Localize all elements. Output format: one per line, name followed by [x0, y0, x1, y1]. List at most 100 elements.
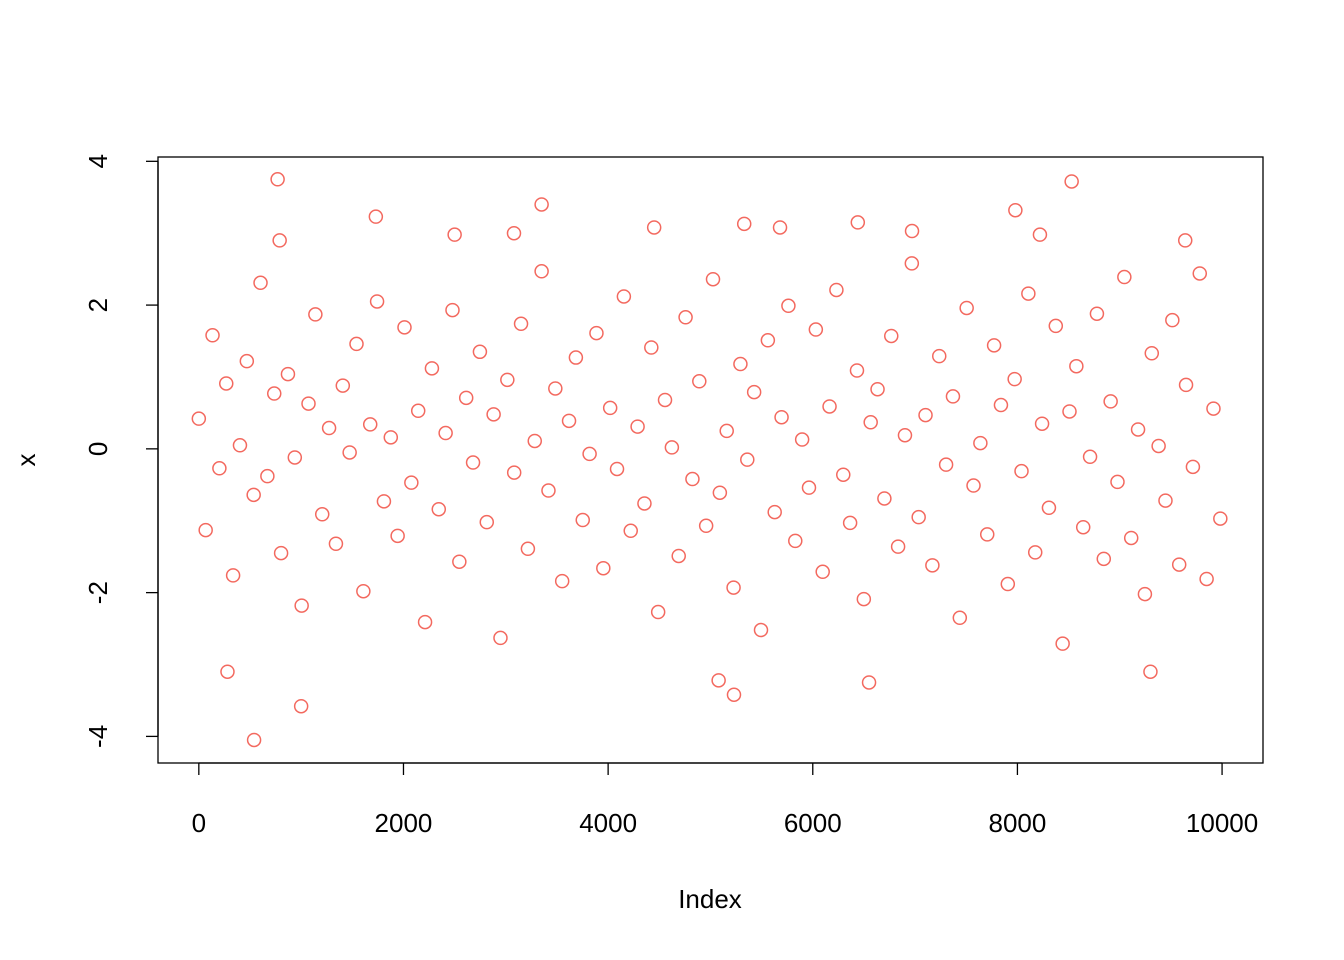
point	[1130, 422, 1146, 437]
point	[671, 548, 686, 564]
point	[445, 302, 460, 318]
point	[308, 307, 323, 322]
point	[856, 591, 872, 607]
point	[266, 386, 282, 401]
point	[966, 478, 981, 493]
point	[781, 298, 796, 314]
point	[952, 610, 968, 626]
x-tick-label: 4000	[579, 808, 637, 838]
point	[486, 407, 501, 422]
point	[513, 316, 529, 332]
point	[925, 558, 940, 573]
point	[1032, 227, 1048, 242]
point	[1110, 474, 1125, 490]
plot-frame	[157, 156, 1264, 764]
point	[239, 353, 255, 369]
y-tick-label: -4	[83, 725, 113, 748]
point	[861, 675, 877, 690]
point	[767, 504, 782, 520]
point	[376, 494, 392, 509]
point	[986, 338, 1002, 353]
point	[794, 432, 810, 447]
point	[931, 348, 947, 364]
point	[314, 507, 330, 522]
point	[225, 568, 241, 583]
point	[973, 435, 988, 451]
point	[568, 350, 584, 365]
point	[726, 687, 742, 702]
point	[342, 445, 357, 460]
point	[417, 614, 433, 630]
point	[726, 580, 741, 595]
point	[1048, 318, 1064, 334]
x-tick-label: 6000	[784, 808, 842, 838]
point	[904, 223, 920, 239]
point	[1027, 545, 1043, 560]
point	[328, 536, 344, 551]
point	[272, 233, 287, 248]
point	[772, 220, 788, 235]
point	[500, 372, 515, 388]
point	[1213, 511, 1228, 526]
point	[253, 275, 268, 291]
point	[1062, 404, 1077, 419]
point	[287, 450, 303, 465]
point	[198, 522, 213, 538]
point	[362, 417, 378, 432]
point	[368, 209, 384, 224]
point	[410, 403, 426, 419]
point	[431, 501, 447, 517]
point	[1171, 557, 1187, 572]
point	[602, 400, 618, 416]
point	[472, 344, 488, 360]
point	[753, 622, 769, 638]
point	[506, 225, 522, 241]
point	[822, 399, 837, 414]
point	[246, 732, 262, 748]
point	[349, 336, 364, 352]
point	[1064, 174, 1079, 189]
point	[1165, 312, 1180, 328]
point	[719, 423, 734, 439]
x-axis-title: Index	[678, 884, 742, 914]
point	[548, 381, 563, 396]
point	[205, 328, 220, 343]
point	[774, 409, 789, 425]
y-tick-label: 4	[83, 154, 113, 168]
point	[623, 523, 638, 539]
point	[527, 433, 543, 449]
point	[849, 363, 865, 378]
point	[561, 413, 577, 429]
point	[424, 361, 440, 376]
point	[1041, 500, 1057, 516]
point	[760, 333, 776, 348]
point	[280, 366, 296, 382]
point	[1177, 233, 1193, 248]
point	[1007, 371, 1022, 387]
point	[321, 420, 337, 436]
point	[938, 457, 954, 472]
point	[664, 440, 680, 455]
point	[712, 485, 728, 500]
point	[1137, 586, 1153, 602]
point	[1117, 269, 1132, 285]
point	[1075, 519, 1091, 535]
point	[1082, 449, 1098, 465]
point	[575, 512, 590, 528]
point	[1158, 493, 1173, 508]
x-tick-label: 8000	[988, 808, 1046, 838]
x-tick-label: 2000	[375, 808, 433, 838]
point	[644, 340, 659, 355]
point	[993, 397, 1009, 413]
point	[897, 427, 913, 443]
point	[390, 528, 405, 544]
point	[904, 256, 920, 271]
point	[1021, 286, 1036, 301]
point	[541, 483, 556, 498]
point	[293, 698, 309, 714]
point	[232, 438, 248, 453]
point	[369, 294, 385, 309]
point	[1151, 438, 1166, 454]
point	[1055, 636, 1070, 651]
